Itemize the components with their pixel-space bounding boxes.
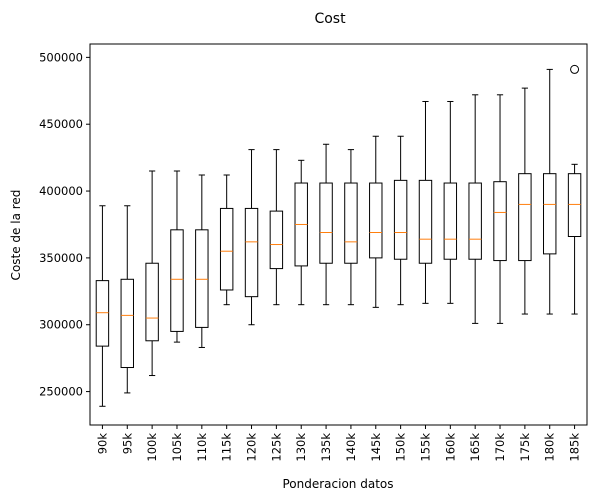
box-body (393, 179, 408, 260)
x-tick-label: 125k (269, 433, 283, 462)
box-145k (369, 135, 383, 308)
box-body (120, 278, 134, 369)
y-tick-label: 300000 (39, 318, 83, 332)
box-150k (393, 135, 408, 306)
box-body (468, 182, 482, 260)
box-body (195, 229, 209, 328)
x-tick-label: 110k (195, 433, 209, 462)
box-105k (170, 170, 184, 343)
x-tick-label: 185k (568, 433, 582, 462)
x-tick-label: 120k (245, 433, 259, 462)
box-body (493, 181, 507, 262)
box-165k (468, 94, 482, 324)
box-body (244, 207, 259, 298)
x-tick-label: 115k (220, 433, 234, 462)
x-tick-label: 170k (493, 433, 507, 462)
box-body (319, 182, 333, 264)
box-120k (244, 149, 259, 326)
box-body (518, 173, 532, 262)
box-body (95, 280, 110, 347)
box-95k (120, 205, 134, 394)
x-tick-label: 90k (95, 433, 109, 455)
chart-title: Cost (314, 11, 346, 27)
box-170k (493, 94, 507, 324)
box-180k (543, 68, 557, 315)
box-body (567, 173, 582, 238)
x-tick-label: 175k (518, 433, 532, 462)
x-tick-label: 165k (468, 433, 482, 462)
box-185k (567, 64, 582, 315)
box-115k (219, 174, 234, 306)
box-body (369, 182, 383, 259)
x-tick-label: 160k (443, 433, 457, 462)
box-body (269, 210, 284, 270)
x-tick-label: 105k (170, 433, 184, 462)
x-tick-label: 180k (543, 433, 557, 462)
box-175k (518, 87, 532, 315)
y-tick-label: 500000 (39, 50, 83, 64)
x-tick-label: 100k (145, 433, 159, 462)
x-tick-label: 155k (418, 433, 432, 462)
box-130k (294, 159, 308, 306)
y-axis-label: Coste de la red (9, 190, 23, 281)
box-155k (418, 100, 433, 304)
y-tick-label: 400000 (39, 184, 83, 198)
x-tick-label: 130k (294, 433, 308, 462)
y-tick-label: 250000 (39, 385, 83, 399)
x-axis-label: Ponderacion datos (282, 477, 393, 491)
x-tick-label: 150k (394, 433, 408, 462)
x-tick-label: 140k (344, 433, 358, 462)
box-body (170, 229, 184, 332)
box-body (344, 182, 358, 264)
y-tick-label: 350000 (39, 251, 83, 265)
plot-marks (95, 64, 582, 407)
y-axis-ticks: 250000 300000 350000 400000 450000 500000 (39, 50, 90, 399)
box-100k (145, 170, 159, 377)
outlier-point (570, 64, 580, 74)
x-axis-ticks: 90k 95k 100k 105k 110k 115k 120k 125k 130k 135k 14… (95, 425, 582, 462)
box-135k (319, 143, 333, 306)
x-tick-label: 95k (120, 433, 134, 455)
box-body (145, 262, 159, 342)
x-tick-label: 135k (319, 433, 333, 462)
x-tick-label: 145k (369, 433, 383, 462)
box-body (443, 182, 458, 260)
box-90k (95, 205, 110, 407)
y-tick-label: 450000 (39, 117, 83, 131)
box-125k (269, 149, 284, 306)
box-body (543, 173, 557, 255)
box-140k (344, 149, 358, 306)
box-110k (195, 174, 209, 348)
box-160k (443, 100, 458, 304)
box-body (219, 207, 234, 291)
box-body (418, 179, 433, 264)
plot-frame (89, 43, 588, 426)
